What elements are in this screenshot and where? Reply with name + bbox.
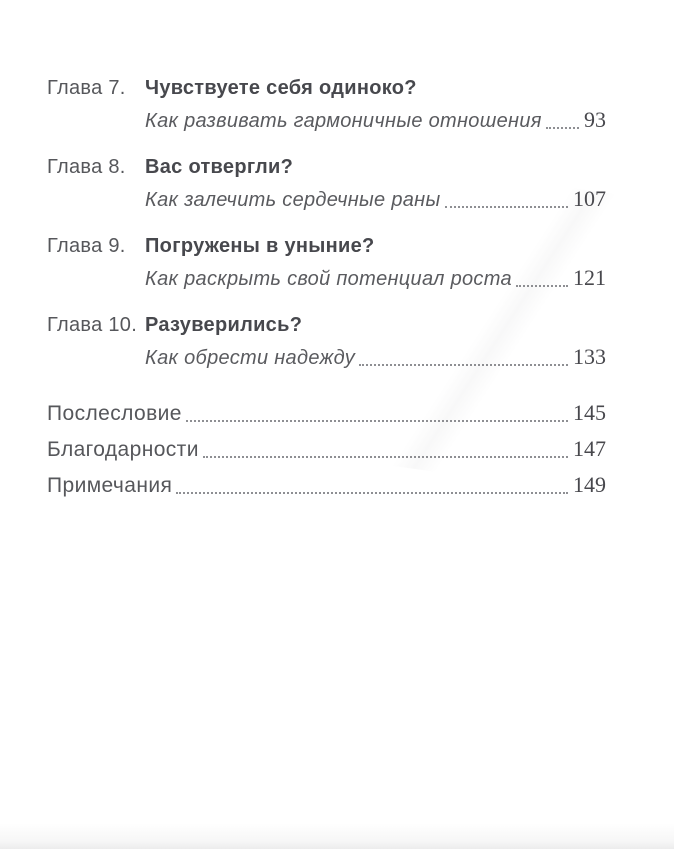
page-number: 93	[584, 107, 606, 132]
toc-backmatter-entry: Послесловие 145	[47, 395, 606, 431]
chapter-title: Чувствуете себя одиноко?	[145, 77, 417, 99]
chapter-label: Глава 8.	[47, 156, 126, 178]
dot-leader	[515, 285, 568, 287]
dot-leader	[444, 206, 568, 208]
page-number: 149	[573, 472, 606, 497]
toc-chapter-entry: Глава 9. Погружены в уныние? Как раскрыт…	[47, 230, 606, 295]
page-number: 121	[573, 265, 606, 290]
chapter-label: Глава 9.	[47, 235, 126, 257]
backmatter-title: Примечания	[47, 474, 173, 497]
chapter-subtitle: Как раскрыть свой потенциал роста	[145, 268, 512, 290]
chapter-subtitle: Как залечить сердечные раны	[145, 189, 441, 211]
back-matter-section: Послесловие 145 Благодарности 147 Примеч…	[47, 395, 606, 503]
chapter-subtitle: Как развивать гармоничные отношения	[145, 110, 542, 132]
page-number: 145	[573, 400, 606, 425]
dot-leader	[545, 127, 579, 129]
chapter-title: Вас отвергли?	[145, 156, 294, 178]
page-number: 147	[573, 436, 606, 461]
chapter-body: Разуверились? Как обрести надежду 133	[145, 309, 606, 374]
toc-chapter-entry: Глава 10. Разуверились? Как обрести наде…	[47, 309, 606, 374]
dot-leader	[359, 364, 568, 366]
chapter-subtitle-row: Как раскрыть свой потенциал роста 121	[145, 262, 606, 295]
chapter-label: Глава 7.	[47, 77, 126, 99]
page-number: 133	[573, 344, 606, 369]
chapter-title: Погружены в уныние?	[145, 235, 375, 257]
backmatter-title: Послесловие	[47, 402, 182, 425]
chapter-body: Чувствуете себя одиноко? Как развивать г…	[145, 72, 606, 137]
toc-chapter-entry: Глава 8. Вас отвергли? Как залечить серд…	[47, 151, 606, 216]
chapter-label: Глава 10.	[47, 314, 138, 336]
chapter-body: Вас отвергли? Как залечить сердечные ран…	[145, 151, 606, 216]
chapter-subtitle-row: Как развивать гармоничные отношения 93	[145, 104, 606, 137]
backmatter-title: Благодарности	[47, 438, 199, 461]
chapter-body: Погружены в уныние? Как раскрыть свой по…	[145, 230, 606, 295]
toc-backmatter-entry: Благодарности 147	[47, 431, 606, 467]
toc-backmatter-entry: Примечания 149	[47, 467, 606, 503]
page-number: 107	[573, 186, 606, 211]
chapter-subtitle: Как обрести надежду	[145, 347, 356, 369]
dot-leader	[202, 456, 568, 458]
chapter-title: Разуверились?	[145, 314, 303, 336]
toc-chapter-entry: Глава 7. Чувствуете себя одиноко? Как ра…	[47, 72, 606, 137]
chapter-subtitle-row: Как обрести надежду 133	[145, 341, 606, 374]
dot-leader	[185, 420, 568, 422]
dot-leader	[176, 492, 568, 494]
table-of-contents: Глава 7. Чувствуете себя одиноко? Как ра…	[47, 72, 606, 503]
chapter-subtitle-row: Как залечить сердечные раны 107	[145, 183, 606, 216]
